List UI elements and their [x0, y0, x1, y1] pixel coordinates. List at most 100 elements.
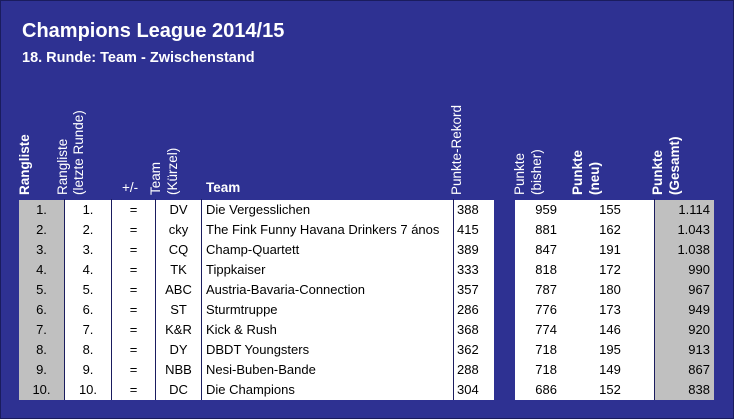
cell-rank: 3.: [19, 240, 64, 260]
cell-new-points: 162: [566, 220, 654, 240]
column-gap: [494, 300, 514, 320]
table-row: 2. 2. = cky The Fink Funny Havana Drinkers 7…: [0, 220, 734, 240]
cell-team: Austria-Bavaria-Connection: [202, 280, 453, 300]
table-row: 8. 8. = DY DBDT Youngsters 362 718 195 913: [0, 340, 734, 360]
column-gap: [494, 220, 514, 240]
cell-new-points: 195: [566, 340, 654, 360]
table-row: 5. 5. = ABC Austria-Bavaria-Connection 357 787…: [0, 280, 734, 300]
table-row: 1. 1. = DV Die Vergesslichen 388 959 155 1.114: [0, 200, 734, 220]
table-row: 6. 6. = ST Sturmtruppe 286 776 173 949: [0, 300, 734, 320]
cell-new-points: 173: [566, 300, 654, 320]
cell-prev-points: 686: [515, 380, 566, 400]
cell-abbr: DV: [156, 200, 201, 220]
cell-last-rank: 8.: [65, 340, 111, 360]
cell-new-points: 191: [566, 240, 654, 260]
page-subtitle: 18. Runde: Team - Zwischenstand: [22, 50, 255, 66]
table-row: 10. 10. = DC Die Champions 304 686 152 838: [0, 380, 734, 400]
column-gap: [494, 320, 514, 340]
cell-rank: 2.: [19, 220, 64, 240]
cell-team: The Fink Funny Havana Drinkers 7 ános: [202, 220, 453, 240]
column-gap: [494, 380, 514, 400]
cell-new-points: 155: [566, 200, 654, 220]
cell-change: =: [112, 260, 155, 280]
cell-change: =: [112, 340, 155, 360]
cell-abbr: K&R: [156, 320, 201, 340]
cell-total-points: 1.043: [655, 220, 714, 240]
cell-last-rank: 2.: [65, 220, 111, 240]
cell-change: =: [112, 240, 155, 260]
cell-abbr: ABC: [156, 280, 201, 300]
cell-last-rank: 4.: [65, 260, 111, 280]
cell-last-rank: 5.: [65, 280, 111, 300]
cell-new-points: 172: [566, 260, 654, 280]
cell-last-rank: 6.: [65, 300, 111, 320]
cell-last-rank: 3.: [65, 240, 111, 260]
cell-new-points: 146: [566, 320, 654, 340]
header-team: Team: [206, 180, 241, 195]
cell-change: =: [112, 200, 155, 220]
cell-abbr: TK: [156, 260, 201, 280]
cell-abbr: NBB: [156, 360, 201, 380]
cell-new-points: 149: [566, 360, 654, 380]
cell-change: =: [112, 220, 155, 240]
cell-change: =: [112, 360, 155, 380]
cell-rank: 1.: [19, 200, 64, 220]
column-gap: [494, 340, 514, 360]
cell-abbr: cky: [156, 220, 201, 240]
header-plusminus: +/-: [122, 180, 139, 195]
cell-total-points: 1.114: [655, 200, 714, 220]
cell-team: DBDT Youngsters: [202, 340, 453, 360]
cell-total-points: 990: [655, 260, 714, 280]
column-gap: [494, 360, 514, 380]
cell-prev-points: 959: [515, 200, 566, 220]
column-gap: [494, 240, 514, 260]
cell-rank: 7.: [19, 320, 64, 340]
cell-team: Champ-Quartett: [202, 240, 453, 260]
cell-prev-points: 818: [515, 260, 566, 280]
cell-team: Nesi-Buben-Bande: [202, 360, 453, 380]
cell-rank: 5.: [19, 280, 64, 300]
cell-prev-points: 847: [515, 240, 566, 260]
cell-team: Kick & Rush: [202, 320, 453, 340]
cell-total-points: 949: [655, 300, 714, 320]
cell-new-points: 152: [566, 380, 654, 400]
cell-total-points: 920: [655, 320, 714, 340]
table-row: 3. 3. = CQ Champ-Quartett 389 847 191 1.038: [0, 240, 734, 260]
cell-abbr: CQ: [156, 240, 201, 260]
cell-change: =: [112, 320, 155, 340]
cell-prev-points: 718: [515, 340, 566, 360]
cell-prev-points: 774: [515, 320, 566, 340]
cell-prev-points: 776: [515, 300, 566, 320]
cell-team: Sturmtruppe: [202, 300, 453, 320]
cell-team: Die Vergesslichen: [202, 200, 453, 220]
cell-prev-points: 718: [515, 360, 566, 380]
cell-total-points: 967: [655, 280, 714, 300]
cell-rank: 6.: [19, 300, 64, 320]
cell-team: Tippkaiser: [202, 260, 453, 280]
table-row: 9. 9. = NBB Nesi-Buben-Bande 288 718 149 867: [0, 360, 734, 380]
cell-abbr: DC: [156, 380, 201, 400]
cell-change: =: [112, 300, 155, 320]
cell-rank: 10.: [19, 380, 64, 400]
cell-team: Die Champions: [202, 380, 453, 400]
cell-total-points: 913: [655, 340, 714, 360]
cell-last-rank: 7.: [65, 320, 111, 340]
cell-change: =: [112, 280, 155, 300]
cell-last-rank: 9.: [65, 360, 111, 380]
cell-prev-points: 881: [515, 220, 566, 240]
cell-total-points: 1.038: [655, 240, 714, 260]
cell-abbr: ST: [156, 300, 201, 320]
column-gap: [494, 260, 514, 280]
cell-prev-points: 787: [515, 280, 566, 300]
cell-change: =: [112, 380, 155, 400]
cell-rank: 9.: [19, 360, 64, 380]
column-gap: [494, 280, 514, 300]
cell-rank: 4.: [19, 260, 64, 280]
cell-abbr: DY: [156, 340, 201, 360]
cell-total-points: 867: [655, 360, 714, 380]
cell-rank: 8.: [19, 340, 64, 360]
cell-last-rank: 1.: [65, 200, 111, 220]
column-gap: [494, 200, 514, 220]
table-row: 7. 7. = K&R Kick & Rush 368 774 146 920: [0, 320, 734, 340]
page-title: Champions League 2014/15: [22, 20, 285, 42]
